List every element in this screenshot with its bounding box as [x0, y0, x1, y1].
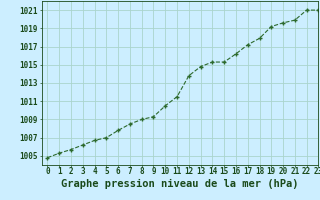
X-axis label: Graphe pression niveau de la mer (hPa): Graphe pression niveau de la mer (hPa)	[61, 179, 299, 189]
